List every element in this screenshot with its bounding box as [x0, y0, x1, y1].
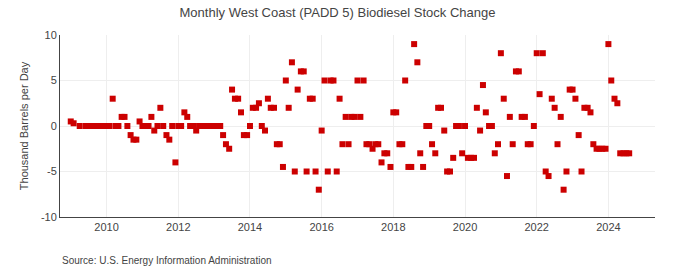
svg-text:0: 0 [51, 120, 57, 132]
svg-text:10: 10 [45, 29, 57, 41]
svg-text:Source: U.S. Energy Informatio: Source: U.S. Energy Information Administ… [62, 255, 272, 266]
svg-text:-5: -5 [47, 165, 57, 177]
svg-text:2018: 2018 [381, 221, 405, 233]
svg-text:2010: 2010 [94, 221, 118, 233]
svg-text:-10: -10 [41, 211, 57, 223]
svg-text:2024: 2024 [596, 221, 620, 233]
svg-text:2022: 2022 [524, 221, 548, 233]
svg-text:2014: 2014 [238, 221, 262, 233]
svg-text:2020: 2020 [453, 221, 477, 233]
svg-text:Monthly West Coast (PADD 5) Bi: Monthly West Coast (PADD 5) Biodiesel St… [180, 5, 496, 20]
svg-text:Thousand Barrels per Day: Thousand Barrels per Day [18, 61, 30, 190]
svg-text:5: 5 [51, 74, 57, 86]
svg-text:2012: 2012 [166, 221, 190, 233]
svg-text:2016: 2016 [309, 221, 333, 233]
